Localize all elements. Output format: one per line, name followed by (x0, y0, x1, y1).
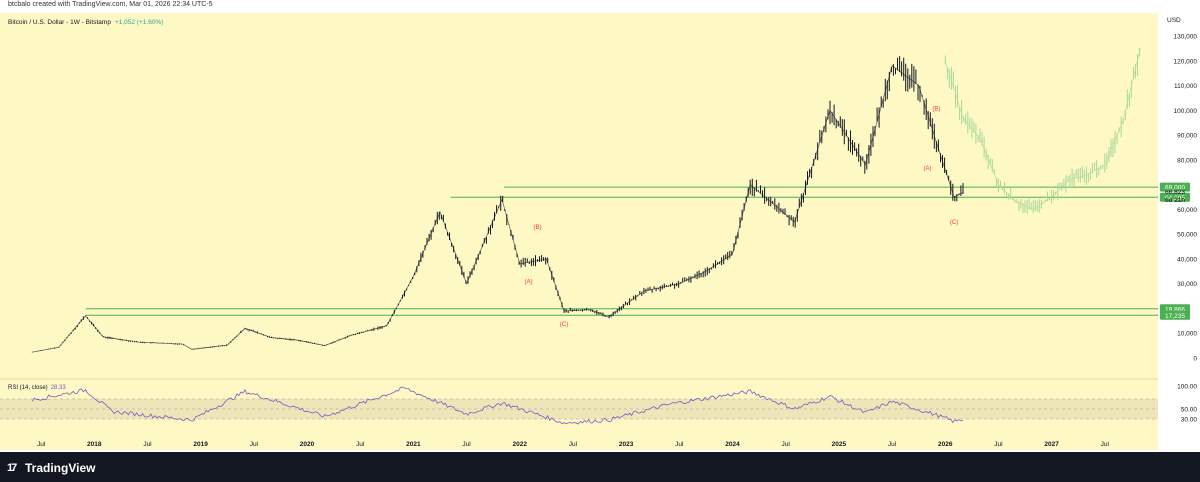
x-tick-label: Jul (462, 441, 471, 448)
level-tag-box (1160, 192, 1190, 202)
x-tick-label: Jul (356, 441, 365, 448)
x-tick-label: Jul (250, 441, 259, 448)
x-axis-labels: Jul 2018 Jul 2019 Jul 2020 Jul 2021 Jul 2022 Jul 20… (37, 441, 1110, 448)
x-tick-label: 2024 (725, 441, 740, 448)
wave-label: (A) (924, 166, 932, 172)
price-tag-1: 6d 21h (1165, 197, 1185, 204)
level-tag-64,895: 64,895 (1160, 192, 1190, 202)
wave-label: (A) (525, 280, 533, 286)
btc-price-bars (31, 56, 964, 353)
x-tick-label: Jul (675, 441, 684, 448)
level-tag-17,235: 17,235 (1160, 310, 1190, 320)
level-tag-box (1160, 182, 1190, 192)
price-series (31, 56, 964, 353)
snapshot-caption-bar: btcbalo created with TradingView.com, Ma… (0, 0, 1200, 13)
y-tick-label: 10,000 (1177, 331, 1197, 338)
y-tick-label: 130,000 (1174, 34, 1198, 41)
x-tick-label: 2021 (406, 441, 421, 448)
price-axis[interactable] (1158, 13, 1200, 450)
rsi-title: RSI (14, close) 28.33 (8, 385, 66, 391)
rsi-tick-label: 30.00 (1181, 417, 1198, 424)
horizontal-levels (85, 186, 1158, 316)
x-tick-label: Jul (1101, 441, 1110, 448)
projection-bars (944, 47, 1141, 215)
x-tick-label: 2027 (1044, 441, 1059, 448)
chart-svg: (B) (A) (C) (B) (A) (C) 69,000 64,895 19,86617,… (0, 17, 1197, 448)
x-tick-label: 2022 (513, 441, 528, 448)
x-tick-label: 2026 (938, 441, 953, 448)
wave-label: (B) (932, 106, 940, 112)
snapshot-caption: btcbalo created with TradingView.com, Ma… (8, 1, 213, 8)
rsi-pane (0, 386, 1158, 425)
btc-price-line (32, 65, 964, 353)
level-tag-box (1160, 310, 1190, 320)
x-tick-label: Jul (569, 441, 578, 448)
chart-canvas[interactable] (0, 13, 1158, 450)
x-tick-label: 2023 (619, 441, 634, 448)
level-tag-label: 19,866 (1165, 306, 1185, 313)
x-tick-label: Jul (994, 441, 1003, 448)
rsi-tick-label: 50.00 (1181, 407, 1198, 414)
x-tick-label: Jul (782, 441, 791, 448)
level-tag-label: 69,000 (1165, 185, 1185, 192)
projection-line (944, 48, 1141, 210)
y-tick-label: 100,000 (1174, 108, 1198, 115)
y-tick-label: 50,000 (1177, 232, 1197, 239)
y-tick-label: 30,000 (1177, 281, 1197, 288)
y-tick-label: 60,000 (1177, 207, 1197, 214)
y-tick-label: 0 (1193, 356, 1197, 363)
footer-bar: 17 TradingView (0, 452, 1200, 482)
y-tick-label: 80,000 (1177, 157, 1197, 164)
wave-label: (C) (560, 322, 568, 328)
level-tag-69,000: 69,000 (1160, 182, 1190, 192)
x-tick-label: 2025 (832, 441, 847, 448)
symbol-title: Bitcoin / U.S. Dollar - 1W - Bitstamp +1,… (8, 19, 163, 26)
currency-label: USD (1167, 17, 1181, 24)
x-tick-label: 2019 (193, 441, 208, 448)
x-tick-label: Jul (888, 441, 897, 448)
y-tick-label: 40,000 (1177, 256, 1197, 263)
x-tick-label: Jul (143, 441, 152, 448)
y-tick-label: 120,000 (1174, 58, 1198, 65)
footer-brand[interactable]: TradingView (25, 461, 96, 475)
rsi-line (31, 386, 964, 425)
y-tick-label: 110,000 (1174, 83, 1197, 90)
rsi-tick-label: 100.00 (1177, 384, 1197, 391)
level-tag-label: 64,895 (1165, 195, 1185, 202)
x-tick-label: 2018 (87, 441, 102, 448)
x-tick-label: Jul (37, 441, 46, 448)
wave-label: (C) (950, 220, 958, 226)
wave-annotations: (B) (A) (C) (B) (A) (C) (525, 106, 959, 327)
x-tick-label: 2020 (300, 441, 315, 448)
price-tag-0: 66,823 (1165, 189, 1185, 196)
y-tick-label: 90,000 (1177, 133, 1197, 140)
tradingview-logo-icon[interactable]: 17 (7, 462, 17, 474)
level-tag-label: 17,235 (1165, 313, 1185, 320)
projection-series (944, 47, 1141, 215)
wave-label: (B) (534, 225, 542, 231)
